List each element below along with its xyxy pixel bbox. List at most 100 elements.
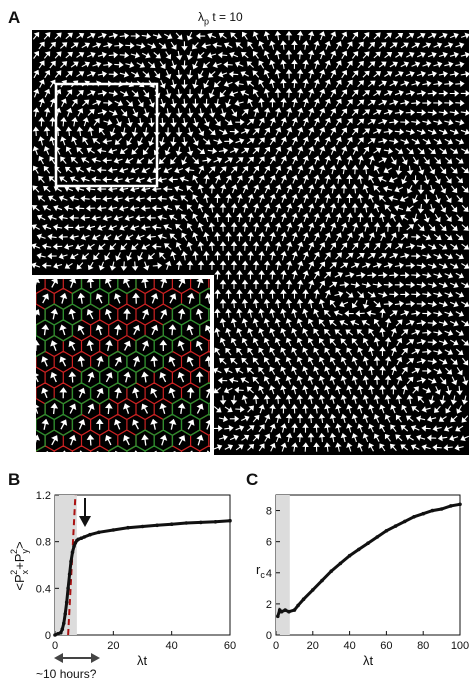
highlight-box <box>54 82 159 188</box>
data-point <box>421 511 426 516</box>
data-point <box>213 520 218 524</box>
data-point <box>366 541 370 545</box>
y-tick-label: 1.2 <box>36 490 51 502</box>
data-point <box>155 523 159 528</box>
y-tick-label: 0 <box>266 630 272 642</box>
data-point <box>62 621 66 626</box>
y-tick-label: 6 <box>266 537 272 549</box>
x-tick-label: 40 <box>166 640 178 652</box>
data-point <box>320 578 324 583</box>
data-point <box>126 525 130 530</box>
data-point <box>66 586 70 591</box>
ylabel-sub2: y <box>20 549 30 554</box>
data-point <box>169 522 174 526</box>
data-point <box>357 547 361 552</box>
ylabel-sub1: x <box>20 569 30 574</box>
data-point <box>69 559 73 564</box>
inset-hex-cells <box>36 279 210 452</box>
data-point <box>276 614 280 619</box>
inset-arrows <box>36 279 210 452</box>
data-point <box>111 528 116 532</box>
data-point <box>458 502 462 507</box>
x-tick-label: 100 <box>451 640 469 652</box>
y-tick-label: 8 <box>266 506 272 518</box>
data-point <box>97 530 101 535</box>
panel-letter-a: A <box>8 8 21 27</box>
chart-b-points <box>53 518 232 637</box>
chart-b-ticks: 0 20 40 60 0 0.4 0.8 1.2 <box>36 490 236 652</box>
panel-a-title-rest: t = 10 <box>209 10 243 24</box>
y-tick-label: 2 <box>266 599 272 611</box>
panel-letter-c: C <box>246 470 259 489</box>
data-point <box>63 612 67 616</box>
data-point <box>403 519 407 524</box>
data-point <box>82 535 86 539</box>
data-point <box>311 588 315 592</box>
data-point <box>384 529 389 533</box>
chart-c-ylabel-sub: c <box>260 570 265 580</box>
data-point <box>283 608 288 612</box>
data-point <box>72 544 76 549</box>
data-point <box>199 520 203 525</box>
chart-b-xlabel: λt <box>137 653 148 668</box>
x-tick-label: 80 <box>417 640 429 652</box>
x-tick-label: 20 <box>107 640 119 652</box>
data-point <box>64 600 69 605</box>
y-tick-label: 0 <box>45 630 51 642</box>
ylabel-sup1: 2 <box>9 570 19 575</box>
chart-b-shaded-region <box>55 495 77 635</box>
chart-b-arrow-marker <box>79 498 91 527</box>
x-tick-label: 0 <box>52 640 58 652</box>
data-point <box>60 627 65 631</box>
ylabel-sup2: 2 <box>9 549 19 554</box>
chart-c-ticks: 0 20 40 60 80 100 0 2 4 6 8 <box>266 506 469 652</box>
panel-a-title-sub: p <box>204 16 210 27</box>
ylabel-base: <P <box>12 574 27 590</box>
x-tick-label: 60 <box>224 640 236 652</box>
data-point <box>287 609 291 614</box>
arrow-field-paths <box>31 30 471 452</box>
x-tick-label: 20 <box>307 640 319 652</box>
data-point <box>59 630 63 635</box>
data-point <box>301 597 306 601</box>
chart-c-frame <box>275 494 461 636</box>
x-tick-label: 0 <box>273 640 279 652</box>
data-point <box>228 518 232 523</box>
data-point <box>393 524 398 528</box>
ylabel-plus: +P <box>12 554 27 570</box>
y-tick-label: 0.8 <box>36 537 51 549</box>
ylabel-end: > <box>12 541 27 549</box>
data-point <box>329 569 334 573</box>
data-point <box>76 537 81 542</box>
polarity-arrow-field <box>31 30 471 452</box>
chart-b-double-arrow <box>54 653 100 663</box>
data-point <box>430 508 435 513</box>
y-tick-label: 0.4 <box>36 583 51 595</box>
chart-c-ylabel: rc <box>256 562 265 580</box>
chart-b-ylabel-text: <Px2+Py2> <box>9 541 30 590</box>
zoom-inset <box>32 275 214 455</box>
y-tick-label: 4 <box>266 568 272 580</box>
chart-c-xlabel: λt <box>363 653 374 668</box>
chart-b-annotation: ~10 hours? <box>36 667 97 681</box>
inset-hex-edges-green <box>36 279 210 452</box>
data-point <box>292 608 297 612</box>
x-tick-label: 40 <box>343 640 355 652</box>
data-point <box>88 532 92 537</box>
data-point <box>67 572 72 577</box>
x-tick-label: 60 <box>380 640 392 652</box>
data-point <box>184 521 189 525</box>
data-point <box>279 609 284 614</box>
data-point <box>140 524 145 529</box>
data-point <box>449 504 453 508</box>
panel-letter-b: B <box>8 470 21 489</box>
data-point <box>70 550 75 554</box>
chart-c-ylabel-base: r <box>256 562 261 577</box>
data-point <box>79 536 84 540</box>
data-point <box>412 515 416 519</box>
data-point <box>338 561 343 566</box>
data-point <box>347 553 352 558</box>
